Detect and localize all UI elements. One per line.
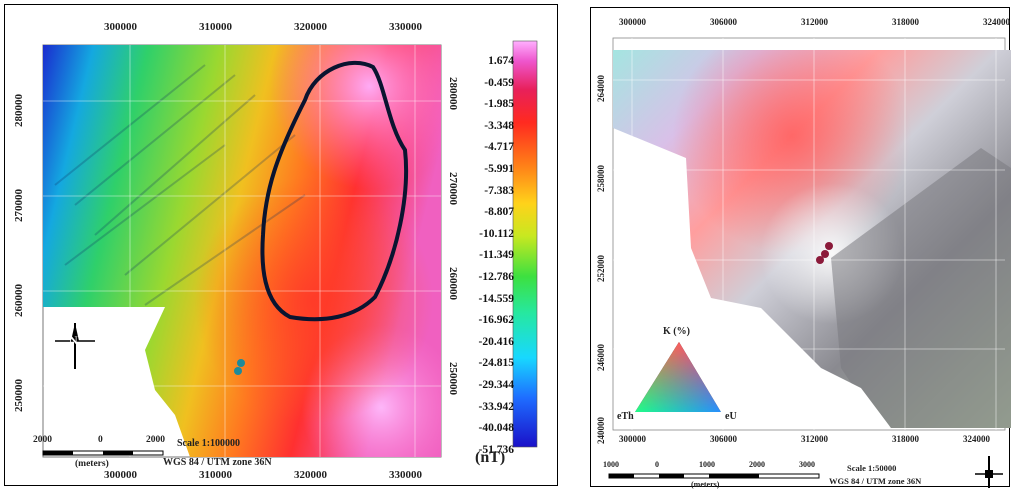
north-arrow-icon — [975, 456, 1003, 488]
x-tick-top: 310000 — [199, 21, 232, 33]
y-tick-left: 260000 — [13, 284, 25, 317]
triangle-label-eth: eTh — [617, 411, 634, 422]
x-tick-top: 300000 — [104, 21, 137, 33]
scale-bar-label: 0 — [98, 435, 103, 445]
colorbar-unit: (nT) — [475, 449, 506, 466]
north-label: N — [69, 333, 78, 347]
y-tick-left: 258000 — [596, 165, 606, 192]
sample-point — [234, 367, 242, 375]
y-tick-left: 246000 — [596, 344, 606, 371]
x-tick-top: 312000 — [801, 17, 828, 27]
north-arrow-icon — [55, 323, 95, 369]
y-tick-left: 252000 — [596, 255, 606, 282]
y-tick-right: 260000 — [447, 267, 459, 300]
colorbar-label: -16.962 — [478, 314, 514, 327]
ternary-triangle-legend — [635, 342, 721, 412]
colorbar-label: -3.348 — [484, 119, 514, 132]
scale-text: Scale 1:100000 — [177, 438, 241, 449]
colorbar-label: -1.985 — [484, 98, 514, 111]
scale-bar-label: 2000 — [33, 435, 52, 445]
magnetic-map-panel: 300000 310000 320000 330000 300000 31000… — [4, 4, 558, 486]
x-tick-bottom: 320000 — [294, 469, 327, 481]
scale-bar-label: 3000 — [799, 460, 815, 469]
sample-point — [816, 256, 824, 264]
colorbar-label: -7.383 — [484, 184, 514, 197]
colorbar-label: -10.112 — [479, 227, 514, 240]
scale-bar-label: 2000 — [146, 435, 165, 445]
scale-bar-label: 1000 — [699, 460, 715, 469]
magnetic-map-graphic — [42, 40, 538, 458]
y-tick-right: 270000 — [447, 172, 459, 205]
colorbar-label: -24.815 — [478, 357, 514, 370]
scale-bar-unit: (meters) — [75, 459, 109, 469]
colorbar — [512, 40, 538, 448]
colorbar-label: -33.942 — [478, 400, 514, 413]
y-tick-left: 280000 — [13, 94, 25, 127]
ternary-map-graphic — [608, 37, 1011, 488]
study-area-outline — [260, 60, 409, 322]
y-tick-left: 250000 — [13, 379, 25, 412]
colorbar-label: -12.786 — [478, 271, 514, 283]
x-tick-top: 300000 — [619, 17, 646, 27]
colorbar-label: -29.344 — [478, 379, 514, 391]
sample-point — [821, 250, 829, 258]
y-tick-right: 250000 — [447, 362, 459, 395]
scale-bar-label: 1000 — [603, 460, 619, 469]
y-tick-right: 280000 — [447, 77, 459, 110]
scale-bar-label: 2000 — [749, 460, 765, 469]
sample-point — [825, 242, 833, 250]
projection-text: WGS 84 / UTM zone 36N — [163, 457, 272, 468]
y-tick-left: 240000 — [596, 417, 606, 444]
x-tick-top: 324000 — [983, 17, 1010, 27]
triangle-label-eu: eU — [725, 411, 737, 422]
colorbar-label: -4.717 — [484, 141, 514, 154]
scale-bar — [42, 450, 164, 456]
x-tick-bottom: 310000 — [199, 469, 232, 481]
colorbar-label: -51.736 — [478, 443, 514, 456]
x-tick-top: 330000 — [389, 21, 422, 33]
colorbar-label: -11.349 — [479, 249, 514, 262]
ternary-scale-bar — [608, 473, 820, 479]
x-tick-top: 318000 — [892, 17, 919, 27]
x-tick-bottom: 324000 — [963, 434, 990, 444]
triangle-label-k: K (%) — [663, 326, 690, 337]
colorbar-label: -8.807 — [484, 206, 514, 219]
x-tick-bottom: 330000 — [389, 469, 422, 481]
colorbar-label: -5.991 — [484, 163, 514, 175]
x-tick-top: 306000 — [710, 17, 737, 27]
scale-text: Scale 1:50000 — [847, 463, 897, 473]
y-tick-left: 270000 — [13, 189, 25, 222]
scale-bar-unit: (meters) — [691, 480, 720, 489]
map-grid — [43, 45, 441, 457]
sample-point — [237, 359, 245, 367]
x-tick-bottom: 300000 — [104, 469, 137, 481]
ternary-grid — [613, 38, 1005, 430]
colorbar-label: -40.048 — [478, 422, 514, 435]
x-tick-bottom: 300000 — [619, 434, 646, 444]
ternary-map-panel: 300000 306000 312000 318000 324000 30000… — [590, 7, 1011, 489]
projection-text: WGS 84 / UTM zone 36N — [829, 476, 922, 486]
scale-bar-label: 0 — [655, 460, 659, 469]
x-tick-bottom: 306000 — [710, 434, 737, 444]
colorbar-label: 1.674 — [488, 55, 514, 67]
x-tick-bottom: 312000 — [801, 434, 828, 444]
colorbar-label: -0.459 — [484, 76, 514, 89]
colorbar-label: -14.559 — [478, 292, 514, 305]
x-tick-bottom: 318000 — [892, 434, 919, 444]
colorbar-label: -20.416 — [478, 335, 514, 348]
y-tick-left: 264000 — [596, 75, 606, 102]
x-tick-top: 320000 — [294, 21, 327, 33]
